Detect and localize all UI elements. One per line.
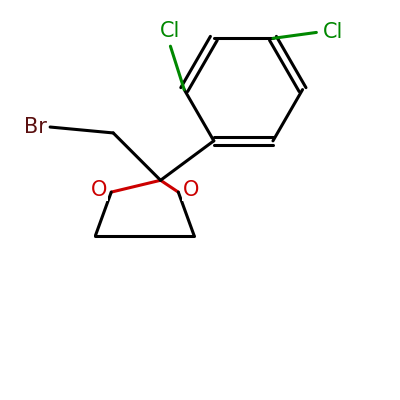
Text: Cl: Cl bbox=[160, 21, 181, 41]
Text: Cl: Cl bbox=[323, 22, 343, 42]
Text: Br: Br bbox=[24, 117, 46, 137]
Text: O: O bbox=[90, 180, 107, 200]
Text: O: O bbox=[183, 180, 199, 200]
